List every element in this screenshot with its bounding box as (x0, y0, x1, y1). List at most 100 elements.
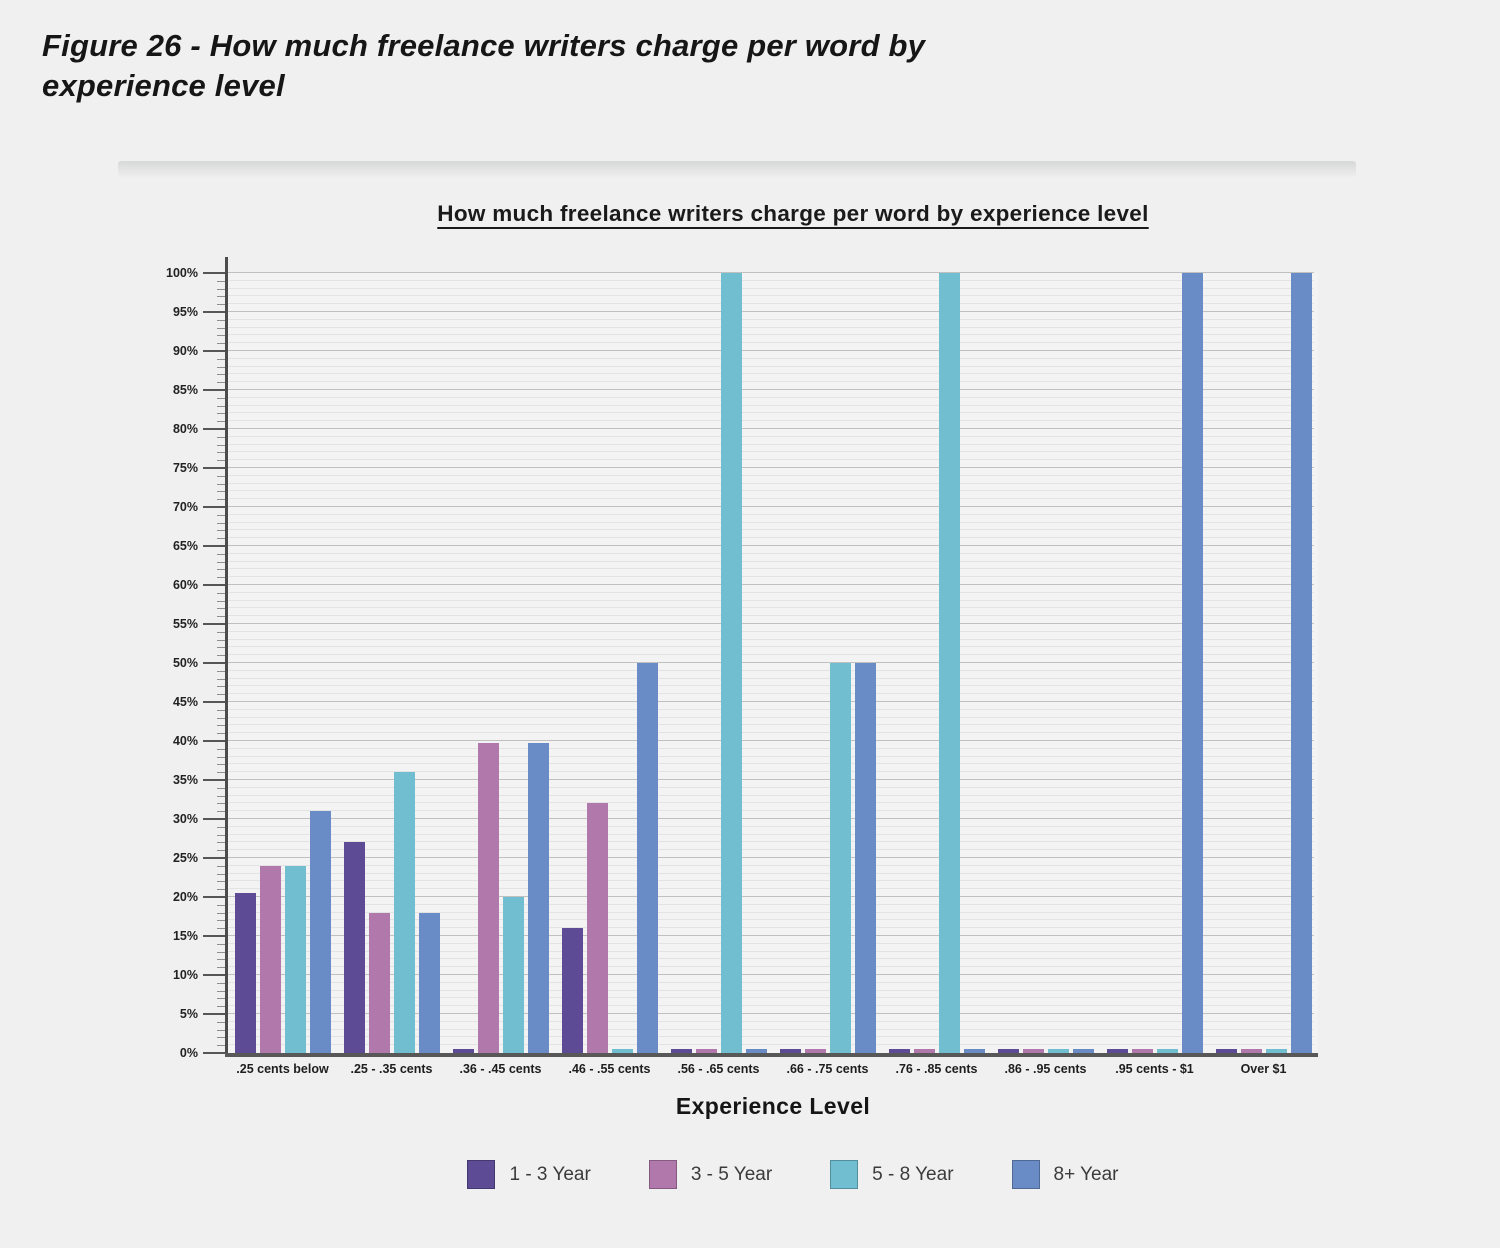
legend-label: 3 - 5 Year (690, 1163, 773, 1185)
y-axis-label: 20% (172, 890, 198, 904)
y-tick-minor (217, 725, 225, 727)
gridline-minor (228, 864, 1314, 866)
y-tick-major (203, 272, 225, 274)
gridline-minor (228, 997, 1314, 999)
y-tick-minor (217, 826, 225, 828)
gridline-minor (228, 685, 1314, 687)
y-axis-label: 5% (179, 1007, 198, 1021)
y-tick-minor (217, 1006, 225, 1008)
y-tick-minor (217, 647, 225, 649)
y-tick-minor (217, 280, 225, 282)
bar (1106, 1049, 1128, 1053)
bar (1240, 1049, 1262, 1053)
y-tick-major (203, 701, 225, 703)
bar (1265, 1049, 1287, 1053)
gridline-minor (228, 529, 1314, 531)
gridline-minor (228, 474, 1314, 476)
y-tick-major (203, 740, 225, 742)
gridline-minor (228, 849, 1314, 851)
bar (452, 1049, 474, 1053)
y-tick-minor (217, 756, 225, 758)
legend-swatch (648, 1160, 677, 1189)
bar (1072, 1049, 1094, 1053)
gridline-minor (228, 1028, 1314, 1030)
y-axis-label: 70% (172, 500, 198, 514)
gridline-minor (228, 903, 1314, 905)
legend-item: 8+ Year (1011, 1160, 1119, 1189)
bar (418, 912, 440, 1053)
bar (502, 897, 524, 1053)
y-tick-minor (217, 335, 225, 337)
bar (393, 772, 415, 1053)
gridline-minor (228, 318, 1314, 320)
y-axis-label: 30% (172, 812, 198, 826)
gridline-minor (228, 482, 1314, 484)
gridline-minor (228, 888, 1314, 890)
gridline-minor (228, 396, 1314, 398)
gridline-major (228, 506, 1314, 507)
y-tick-minor (217, 655, 225, 657)
legend-label: 1 - 3 Year (509, 1163, 591, 1185)
y-tick-minor (217, 920, 225, 922)
y-tick-major (203, 818, 225, 820)
gridline-minor (228, 841, 1314, 843)
y-axis-label: 75% (172, 461, 198, 475)
y-tick-minor (217, 631, 225, 633)
gridline-major (228, 311, 1314, 312)
legend-item: 1 - 3 Year (467, 1160, 591, 1189)
y-tick-minor (217, 982, 225, 984)
y-tick-minor (217, 522, 225, 524)
y-tick-minor (217, 444, 225, 446)
y-tick-minor (217, 413, 225, 415)
gridline-major (228, 428, 1314, 429)
gridline-minor (228, 716, 1314, 718)
gridline-minor (228, 833, 1314, 835)
bar (234, 893, 256, 1053)
y-tick-minor (217, 569, 225, 571)
y-tick-minor (217, 366, 225, 368)
chart-title-text: How much freelance writers charge per wo… (437, 201, 1149, 226)
gridline-major (228, 935, 1314, 936)
y-tick-minor (217, 436, 225, 438)
gridline-minor (228, 771, 1314, 773)
y-tick-minor (217, 491, 225, 493)
bar (284, 865, 306, 1053)
y-tick-minor (217, 514, 225, 516)
y-tick-minor (217, 343, 225, 345)
bar (309, 811, 331, 1053)
gridline-minor (228, 334, 1314, 336)
gridline-minor (228, 1036, 1314, 1038)
y-axis-label: 55% (172, 617, 198, 631)
y-tick-minor (217, 912, 225, 914)
y-axis-line (225, 257, 228, 1057)
y-tick-minor (217, 577, 225, 579)
y-tick-minor (217, 873, 225, 875)
y-tick-minor (217, 881, 225, 883)
y-tick-minor (217, 834, 225, 836)
gridline-minor (228, 825, 1314, 827)
y-axis-label: 60% (172, 578, 198, 592)
gridline-minor (228, 911, 1314, 913)
gridline-major (228, 701, 1314, 702)
gridline-minor (228, 732, 1314, 734)
y-tick-minor (217, 553, 225, 555)
gridline-major (228, 584, 1314, 585)
y-axis-label: 90% (172, 344, 198, 358)
legend-swatch (830, 1160, 859, 1189)
gridline-major (228, 779, 1314, 780)
y-tick-major (203, 584, 225, 586)
bar (527, 742, 549, 1053)
x-axis-label: Over $1 (1240, 1062, 1287, 1076)
y-tick-minor (217, 600, 225, 602)
gridline-minor (228, 646, 1314, 648)
y-tick-minor (217, 460, 225, 462)
y-axis-label: 95% (172, 305, 198, 319)
gridline-major (228, 272, 1314, 273)
gridline-minor (228, 443, 1314, 445)
gridline-major (228, 662, 1314, 663)
y-axis-label: 40% (172, 734, 198, 748)
gridline-minor (228, 552, 1314, 554)
y-tick-minor (217, 319, 225, 321)
gridline-major (228, 350, 1314, 351)
gridline-minor (228, 576, 1314, 578)
